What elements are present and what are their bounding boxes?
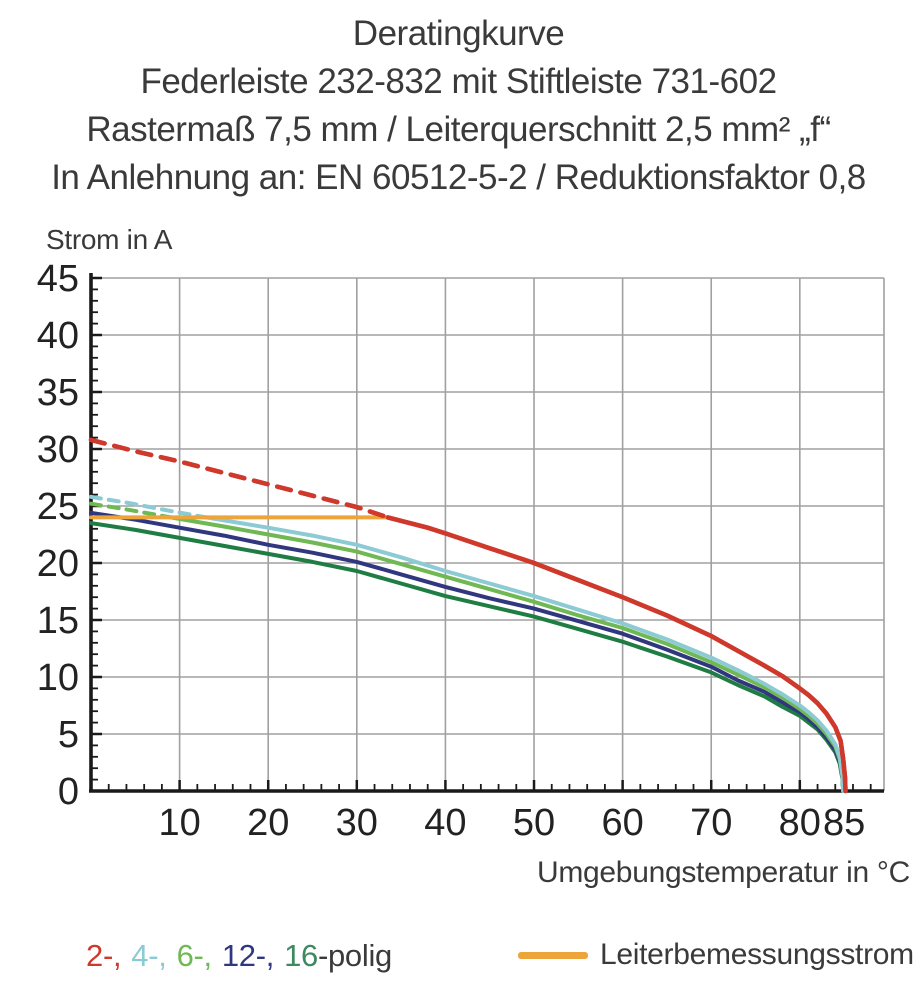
series-4-polig-solid — [204, 515, 846, 793]
y-tick-label: 5 — [58, 714, 79, 756]
series-12-polig-solid — [89, 510, 846, 793]
y-tick-label: 40 — [37, 315, 79, 357]
legend-pole-polig: -polig — [317, 938, 392, 973]
x-tick-label: 85 — [823, 802, 865, 844]
x-tick-label: 10 — [158, 802, 200, 844]
legend-pole-6: 6-, — [176, 938, 213, 973]
series-4-polig-dashed — [89, 494, 209, 520]
x-tick-label: 70 — [690, 802, 732, 844]
x-tick-label: 40 — [424, 802, 466, 844]
series-2-polig-solid — [385, 515, 848, 794]
y-tick-label: 25 — [37, 486, 79, 528]
y-tick-label: 20 — [37, 543, 79, 585]
rated-current-label: Leiterbemessungsstrom — [600, 938, 914, 971]
x-tick-label: 30 — [336, 802, 378, 844]
chart-title: Deratingkurve — [352, 14, 565, 53]
y-tick-label: 35 — [37, 372, 79, 414]
x-tick-label: 50 — [513, 802, 555, 844]
y-tick-label: 15 — [37, 600, 79, 642]
legend-pole-12: 12-, — [221, 938, 275, 973]
legend-rated-current: Leiterbemessungsstrom — [518, 938, 914, 972]
chart-title-block: Deratingkurve Federleiste 232-832 mit St… — [0, 10, 917, 202]
y-axis-title: Strom in A — [46, 224, 173, 255]
legend-pole-4: 4-, — [131, 938, 167, 973]
y-tick-label: 30 — [37, 429, 79, 471]
series-2-polig-dashed — [88, 437, 391, 520]
chart-subtitle-1: Federleiste 232-832 mit Stiftleiste 731-… — [140, 62, 777, 101]
legend-poles: 2-, 4-, 6-, 12-, 16-polig — [86, 938, 392, 974]
legend-pole-2: 2-, — [86, 938, 122, 973]
x-axis-title: Umgebungstemperatur in °C — [536, 856, 910, 889]
x-tick-label: 80 — [779, 802, 821, 844]
y-tick-label: 10 — [37, 657, 79, 699]
rated-current-line-swatch — [518, 951, 588, 959]
chart-subtitle-3: In Anlehnung an: EN 60512-5-2 / Reduktio… — [51, 158, 866, 197]
x-tick-label: 60 — [601, 802, 643, 844]
y-tick-label: 0 — [58, 771, 79, 813]
legend-pole-16: 16 — [284, 938, 318, 973]
series-6-polig-dashed — [89, 501, 173, 520]
x-tick-label: 20 — [247, 802, 289, 844]
y-tick-label: 45 — [37, 258, 79, 300]
series-2-polig-solid — [385, 515, 848, 794]
chart-subtitle-2: Rastermaß 7,5 mm / Leiterquerschnitt 2,5… — [86, 110, 831, 149]
